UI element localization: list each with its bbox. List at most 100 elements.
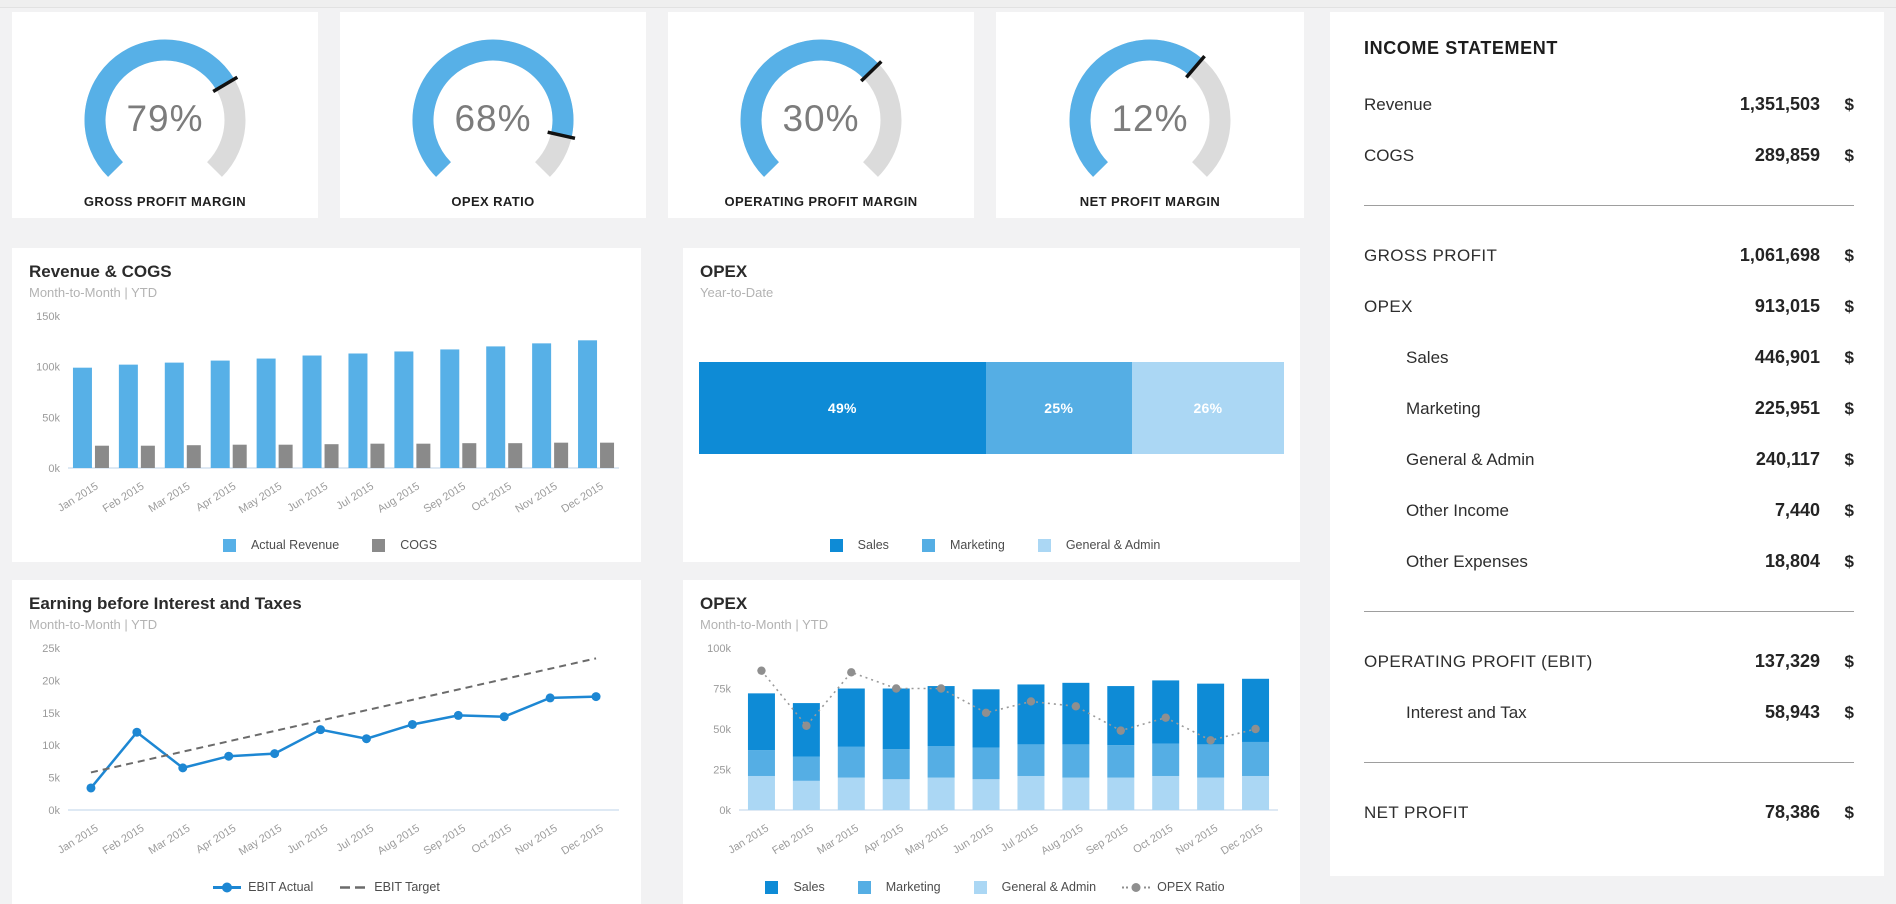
legend: Actual Revenue COGS (12, 538, 641, 552)
revenue-cogs-chart[interactable]: 0k 50k 100k 150k Jan 2015 Feb 2015 Mar 2015 Apr… (28, 306, 625, 528)
svg-text:Apr 2015: Apr 2015 (194, 822, 238, 856)
gauge-card-net-profit-margin: 12% NET PROFIT MARGIN (996, 12, 1304, 218)
opex-ytd-card: OPEX Year-to-Date 49% 25% 26% Sales Marketi… (683, 248, 1300, 562)
legend-item-ebit-actual[interactable]: EBIT Actual (213, 880, 313, 894)
svg-text:Mar 2015: Mar 2015 (147, 822, 193, 857)
income-row-value: 289,859 (1754, 145, 1820, 165)
svg-text:May 2015: May 2015 (237, 480, 284, 516)
gauge-value: 12% (1111, 98, 1189, 139)
opex-ratio-gauge[interactable] (340, 24, 646, 194)
gross-profit-margin-gauge[interactable] (12, 24, 318, 194)
legend-swatch-icon (921, 538, 935, 552)
legend-item-sales[interactable]: Sales (823, 538, 889, 552)
svg-text:Feb 2015: Feb 2015 (101, 822, 147, 857)
income-row-label: Other Income (1406, 501, 1509, 520)
legend-item-sales[interactable]: Sales (758, 880, 825, 894)
legend-swatch-icon (222, 538, 236, 552)
legend-item-actual-revenue[interactable]: Actual Revenue (216, 538, 339, 552)
currency-symbol: $ (1844, 146, 1854, 165)
chart-title: Earning before Interest and Taxes (29, 594, 302, 613)
svg-text:Dec 2015: Dec 2015 (1219, 822, 1265, 857)
svg-text:May 2015: May 2015 (237, 822, 284, 858)
opex-ytd-chart[interactable]: 49% 25% 26% (699, 306, 1284, 528)
legend-dashes-icon (340, 885, 366, 889)
svg-text:Nov 2015: Nov 2015 (513, 822, 559, 857)
svg-text:50k: 50k (42, 412, 60, 424)
income-row-sales: Sales 446,901 $ (1364, 332, 1854, 383)
gauge-card-opex-ratio: 68% OPEX RATIO (340, 12, 646, 218)
currency-symbol: $ (1844, 803, 1854, 822)
svg-text:Dec 2015: Dec 2015 (559, 480, 605, 515)
income-row-label: General & Admin (1406, 450, 1535, 469)
income-row-label: Revenue (1364, 95, 1433, 114)
operating-profit-margin-gauge[interactable] (668, 24, 974, 194)
legend-swatch-icon (1037, 538, 1051, 552)
svg-text:Sep 2015: Sep 2015 (1084, 822, 1130, 857)
segment-value-label: 26% (1193, 400, 1223, 416)
legend-item-general-admin[interactable]: General & Admin (1031, 538, 1161, 552)
legend-item-ebit-target[interactable]: EBIT Target (339, 880, 440, 894)
gauge-value: 30% (782, 98, 860, 139)
legend-item-marketing[interactable]: Marketing (851, 880, 941, 894)
svg-text:Nov 2015: Nov 2015 (1174, 822, 1220, 857)
legend-item-opex-ratio[interactable]: OPEX Ratio (1122, 880, 1225, 894)
ytd-stacked-bar[interactable]: 49% 25% 26% (699, 362, 1284, 454)
segment-value-label: 25% (1044, 400, 1074, 416)
currency-symbol: $ (1844, 552, 1854, 571)
svg-text:Feb 2015: Feb 2015 (101, 480, 147, 515)
svg-text:Jun 2015: Jun 2015 (285, 822, 330, 856)
income-row-gross-profit: GROSS PROFIT 1,061,698 $ (1364, 230, 1854, 281)
legend-item-label: General & Admin (1065, 538, 1161, 552)
income-row-value: 58,943 (1764, 702, 1820, 722)
chart-subtitle: Month-to-Month | YTD (700, 617, 829, 632)
legend-item-label: OPEX Ratio (1157, 880, 1225, 894)
svg-text:5k: 5k (48, 773, 60, 785)
income-divider (1364, 611, 1854, 612)
legend-swatch-icon (829, 538, 843, 552)
income-row-label: Other Expenses (1406, 552, 1528, 571)
ytd-segment-sales[interactable]: 49% (699, 362, 986, 454)
legend-item-cogs[interactable]: COGS (365, 538, 437, 552)
ebit-chart[interactable]: 0k 5k 10k 15k 20k 25k Jan 2015 Feb 2015 Mar 2015… (28, 638, 625, 870)
legend-dotted-dot-icon (1122, 882, 1151, 892)
svg-text:20k: 20k (42, 675, 60, 687)
svg-text:May 2015: May 2015 (903, 822, 950, 858)
legend-line-dot-icon (213, 882, 242, 892)
svg-text:Sep 2015: Sep 2015 (422, 480, 468, 515)
svg-text:Mar 2015: Mar 2015 (815, 822, 861, 857)
net-profit-margin-gauge[interactable] (996, 24, 1304, 194)
income-row-value: 225,951 (1754, 398, 1820, 418)
legend-item-general-admin[interactable]: General & Admin (967, 880, 1096, 894)
chart-subtitle: Month-to-Month | YTD (29, 617, 158, 632)
income-row-net-profit: NET PROFIT 78,386 $ (1364, 787, 1854, 838)
income-row-operating-profit-ebit-: OPERATING PROFIT (EBIT) 137,329 $ (1364, 636, 1854, 687)
svg-text:Aug 2015: Aug 2015 (1039, 822, 1085, 857)
income-row-label: GROSS PROFIT (1364, 246, 1498, 265)
currency-symbol: $ (1844, 297, 1854, 316)
svg-text:Jul 2015: Jul 2015 (334, 480, 376, 512)
svg-text:Jan 2015: Jan 2015 (726, 822, 771, 856)
income-divider (1364, 762, 1854, 763)
svg-text:Apr 2015: Apr 2015 (194, 480, 238, 514)
opex-mtm-chart[interactable]: 0k 25k 50k 75k 100k Jan 2015 Feb 2015 Mar 2015 A… (699, 638, 1284, 870)
ytd-segment-marketing[interactable]: 25% (985, 362, 1132, 454)
income-row-cogs: COGS 289,859 $ (1364, 130, 1854, 181)
svg-text:Jul 2015: Jul 2015 (334, 822, 376, 854)
income-row-other-income: Other Income 7,440 $ (1364, 485, 1854, 536)
svg-text:Feb 2015: Feb 2015 (770, 822, 816, 857)
chart-title: OPEX (700, 594, 748, 613)
legend-item-label: Actual Revenue (250, 538, 340, 552)
gauge-card-gross-profit-margin: 79% GROSS PROFIT MARGIN (12, 12, 318, 218)
svg-text:Aug 2015: Aug 2015 (376, 822, 422, 857)
currency-symbol: $ (1844, 652, 1854, 671)
svg-text:Jun 2015: Jun 2015 (285, 480, 330, 514)
legend: Sales Marketing General & Admin (683, 538, 1300, 552)
income-row-label: COGS (1364, 146, 1415, 165)
income-row-label: Interest and Tax (1406, 703, 1527, 722)
legend-item-marketing[interactable]: Marketing (915, 538, 1005, 552)
gauge-value: 79% (126, 98, 204, 139)
chart-title: OPEX (700, 262, 748, 281)
chart-subtitle: Year-to-Date (700, 285, 774, 300)
legend-item-label: Sales (793, 880, 825, 894)
ytd-segment-general-admin[interactable]: 26% (1131, 362, 1284, 454)
